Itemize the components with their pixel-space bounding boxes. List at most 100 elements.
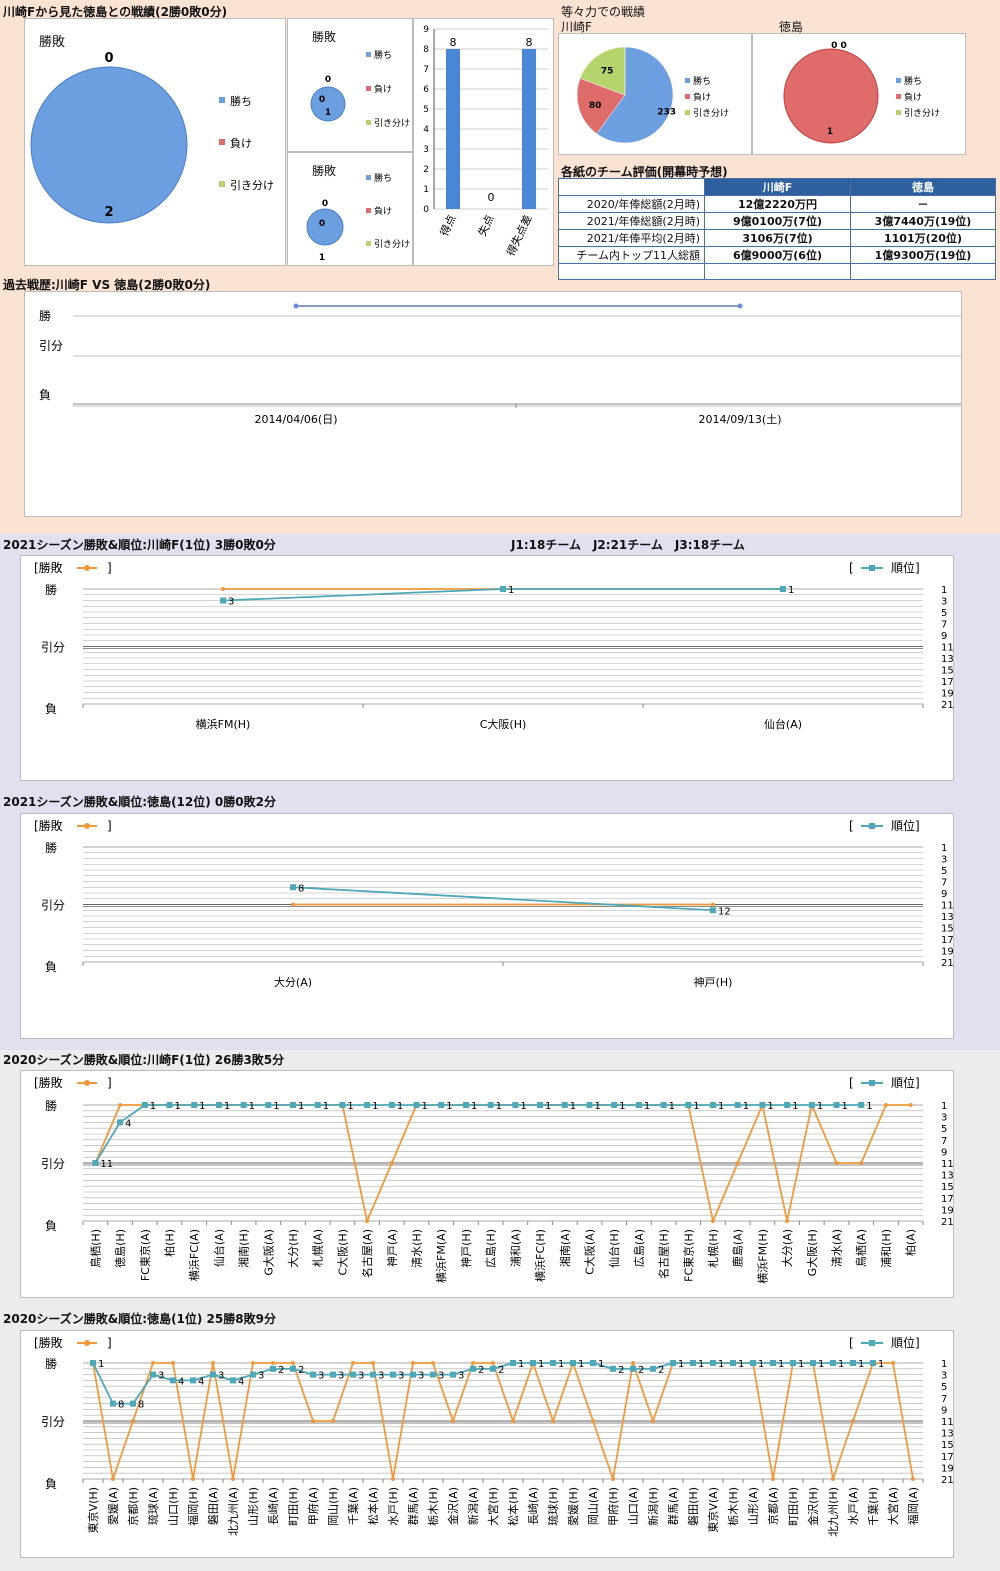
result-point: [735, 1161, 740, 1165]
rank-tick: 13: [941, 654, 953, 665]
pie-main-panel: 勝敗 0 2 勝ち 負け 引き分け: [24, 18, 286, 266]
rank-label: 3: [218, 1371, 224, 1382]
rank-label: 1: [538, 1359, 544, 1370]
rank-label: 1: [174, 1101, 180, 1112]
rank-point: [490, 1365, 496, 1372]
rank-point: [450, 1371, 456, 1378]
rank-point: [810, 1360, 816, 1366]
result-point: [411, 1361, 415, 1365]
rank-point: [635, 1102, 642, 1108]
rank-point: [487, 1102, 494, 1108]
rank-point: [390, 1371, 396, 1378]
rank-label: 1: [878, 1359, 884, 1370]
rank-tick: 9: [941, 1147, 947, 1158]
rank-point: [210, 1371, 216, 1378]
category-label: FC東京(H): [681, 1229, 695, 1282]
rank-legend-label: 順位]: [891, 1335, 920, 1350]
rank-tick: 13: [941, 1171, 953, 1182]
rank-point: [870, 1360, 876, 1366]
svg-text:[: [: [849, 561, 854, 575]
bar-value-label: 0: [488, 191, 495, 204]
category-label: 金沢(H): [806, 1487, 820, 1526]
category-label: 徳島(H): [113, 1229, 127, 1268]
rank-label: 1: [818, 1359, 824, 1370]
rank-label: 1: [718, 1359, 724, 1370]
rank-label: 4: [198, 1376, 204, 1387]
eval-row-label: [558, 263, 705, 280]
bar-ytick: 1: [423, 185, 429, 195]
rank-point: [92, 1160, 99, 1166]
result-point: [551, 1419, 555, 1423]
kawasaki-2020-title: 2020シーズン勝敗&順位:川崎F(1位) 26勝3敗5分: [3, 1053, 285, 1067]
result-point: [191, 1477, 195, 1481]
category-label: 大分(A): [274, 975, 312, 989]
result-point: [883, 1103, 888, 1107]
rank-tick: 13: [941, 1429, 953, 1440]
rank-point: [290, 1102, 296, 1108]
rank-tick: 7: [941, 1136, 947, 1147]
bar-ytick: 7: [423, 65, 429, 75]
past-title: 過去戦歴:川崎F VS 徳島(2勝0敗0分): [3, 278, 211, 292]
svg-text:負け: 負け: [374, 83, 392, 95]
y-label-draw: 引分: [41, 899, 65, 913]
rank-label: 3: [228, 597, 234, 608]
category-label: 松本(H): [506, 1487, 520, 1526]
result-point: [771, 1477, 775, 1481]
category-label: 琉球(H): [546, 1487, 560, 1526]
rank-point: [215, 1102, 222, 1108]
rank-point: [190, 1377, 196, 1384]
rank-point: [850, 1360, 856, 1366]
rank-tick: 21: [941, 958, 953, 969]
eval-row: チーム内トップ11人総額 6億9000万(6位) 1億9300万(19位): [558, 246, 996, 264]
rank-point: [830, 1360, 836, 1366]
rank-label: 3: [258, 1371, 264, 1382]
result-point: [631, 1361, 635, 1365]
bar-ytick: 6: [423, 85, 429, 95]
bar-ytick: 2: [423, 165, 429, 175]
category-label: 神戸(A): [385, 1229, 399, 1267]
result-point: [851, 1419, 855, 1423]
category-label: 千葉(A): [346, 1487, 360, 1525]
bar-ytick: 4: [423, 125, 429, 135]
bar-ytick: 9: [423, 25, 429, 35]
kawasaki-2020-panel: 1 3 5 7 9 11 13 15 17 19 21 勝引分負 [勝敗][順位] 鳥栖(H) 徳島(H) F…: [20, 1070, 954, 1298]
result-point: [311, 1419, 315, 1423]
pie-small-2-chart: 0 0 1 勝ち 負け 引き分け: [306, 172, 410, 263]
category-label: 鹿島(A): [731, 1229, 745, 1267]
rank-label: 4: [178, 1376, 184, 1387]
rank-point: [650, 1365, 656, 1372]
rank-line: [292, 886, 714, 912]
rank-tick: 15: [941, 1182, 953, 1193]
category-label: 群馬(A): [666, 1487, 680, 1525]
rank-point: [270, 1365, 276, 1372]
category-label: 甲府(H): [606, 1487, 620, 1526]
svg-text:[: [: [849, 1076, 854, 1090]
eval-row-label: チーム内トップ11人総額: [558, 246, 705, 264]
rank-label: 1: [397, 1101, 403, 1112]
equal-pie1-chart: 勝ち 負け 引き分け 233 80 75: [576, 46, 729, 144]
result-point: [711, 1219, 715, 1223]
rank-tick: 1: [941, 1359, 947, 1370]
tokushima-2020-panel: 1 3 5 7 9 11 13 15 17 19 21 勝引分負 [勝敗][順位] 東京V(H) 愛媛(A)…: [20, 1330, 954, 1558]
category-label: 神戸(H): [459, 1229, 473, 1268]
bar-ytick: 0: [423, 205, 429, 215]
svg-text:負け: 負け: [693, 91, 711, 103]
rank-point: [770, 1360, 776, 1366]
rank-label: 1: [693, 1101, 699, 1112]
pie-small-1-panel: 勝敗 0 0 1 勝ち 負け 引き分け: [287, 18, 413, 152]
category-label: 柏(A): [904, 1229, 918, 1256]
eval-cell: －: [850, 195, 996, 213]
rank-label: 1: [570, 1101, 576, 1112]
rank-point: [170, 1377, 176, 1384]
y-label-draw: 引分: [41, 641, 65, 655]
svg-text:0: 0: [322, 199, 328, 209]
category-label: 岡山(H): [327, 1487, 340, 1526]
rank-label: 1: [644, 1101, 650, 1112]
rank-point: [350, 1371, 356, 1378]
rank-label: 3: [398, 1371, 404, 1382]
pie1-draw-label: 75: [601, 66, 614, 76]
eval-row-label: 2021/年俸総額(2月時): [558, 212, 705, 230]
category-label: 京都(A): [766, 1487, 780, 1525]
rank-point: [410, 1371, 416, 1378]
bar-category-label: 得点: [438, 213, 459, 238]
